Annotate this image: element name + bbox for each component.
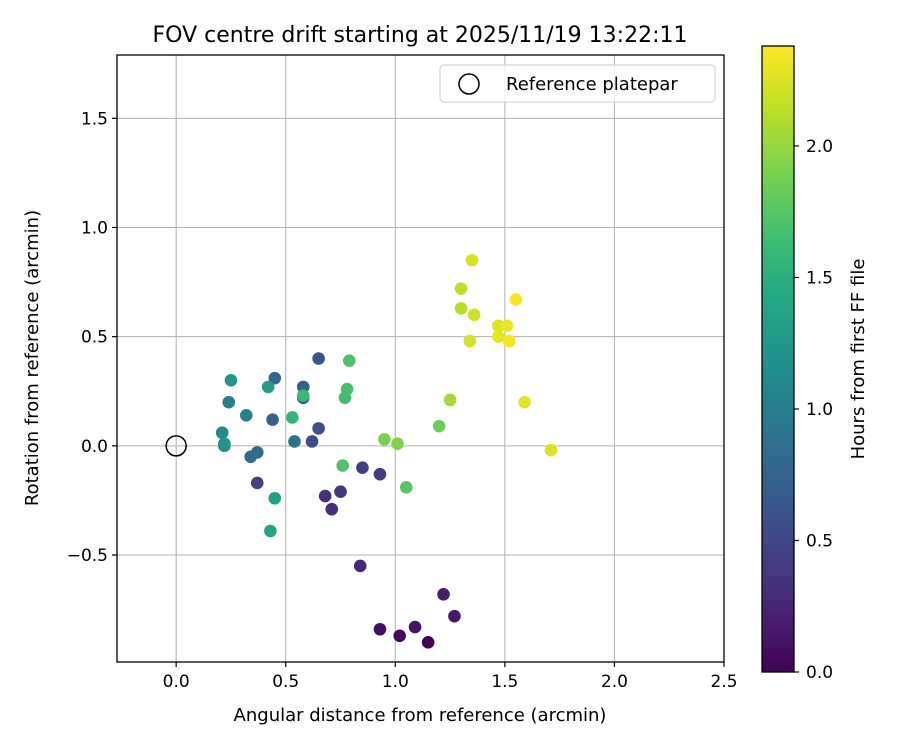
data-point	[286, 411, 299, 424]
plot-frame	[116, 54, 725, 663]
data-point	[373, 622, 387, 636]
data-point	[432, 419, 446, 433]
data-point	[373, 467, 387, 481]
data-point	[215, 426, 229, 440]
colorbar-ticks: 0.0 0.5 1.0 1.5 2.0	[794, 137, 833, 683]
x-tick-label: 1.5	[491, 672, 518, 692]
data-point	[268, 371, 282, 385]
data-points	[165, 253, 558, 649]
data-point	[239, 408, 253, 422]
data-point	[454, 282, 468, 295]
data-point	[261, 380, 275, 394]
x-axis-label: Angular distance from reference (arcmin)	[234, 705, 607, 726]
data-point	[218, 437, 231, 450]
data-point	[224, 374, 238, 387]
data-point	[288, 435, 301, 448]
data-point	[296, 389, 310, 402]
colorbar-tick-label: 2.0	[806, 137, 833, 157]
data-point	[448, 609, 461, 623]
data-point	[454, 301, 468, 315]
x-tick-label: 2.0	[601, 672, 628, 692]
legend-reference-marker	[458, 73, 480, 95]
legend: Reference platepar	[439, 64, 716, 103]
data-point	[250, 476, 264, 490]
legend-label: Reference platepar	[506, 74, 678, 95]
data-point	[393, 629, 406, 643]
y-axis-label: Rotation from reference (arcmin)	[22, 210, 43, 506]
data-point	[334, 485, 347, 498]
data-point	[340, 382, 354, 396]
data-point	[312, 352, 325, 365]
colorbar: 0.0 0.5 1.0 1.5 2.0 Hours from first FF file	[761, 45, 869, 683]
data-point	[518, 395, 531, 409]
data-point	[244, 450, 257, 464]
data-point	[399, 481, 413, 494]
x-tick-label: 1.0	[382, 672, 409, 692]
y-tick-label: 0.0	[81, 437, 108, 457]
data-point	[325, 502, 339, 516]
data-point	[312, 422, 325, 435]
data-point	[491, 330, 505, 343]
x-axis-ticks: 0.0 0.5 1.0 1.5 2.0 2.5	[163, 662, 738, 692]
data-point	[268, 491, 282, 505]
data-point	[509, 293, 523, 306]
colorbar-label: Hours from first FF file	[848, 259, 869, 460]
data-point	[437, 588, 450, 601]
colorbar-tick-label: 1.0	[806, 400, 833, 420]
y-tick-label: 1.5	[81, 109, 108, 129]
data-point	[264, 524, 277, 538]
colorbar-tick-label: 1.5	[806, 268, 833, 288]
y-axis-ticks: −0.5 0.0 0.5 1.0 1.5	[67, 109, 117, 566]
data-point	[408, 620, 422, 634]
data-point	[463, 334, 477, 348]
data-point	[222, 395, 236, 409]
y-tick-label: 1.0	[81, 218, 108, 238]
x-tick-label: 0.0	[163, 672, 190, 692]
data-point	[500, 319, 514, 333]
data-point	[342, 354, 356, 367]
data-point	[443, 393, 457, 407]
y-tick-label: 0.5	[81, 328, 108, 348]
data-point	[467, 308, 481, 322]
data-point	[378, 432, 391, 446]
data-point	[491, 319, 505, 333]
data-point	[296, 380, 310, 394]
data-point	[305, 435, 319, 448]
x-tick-label: 2.5	[710, 672, 737, 692]
data-point	[421, 636, 435, 649]
grid	[117, 55, 725, 662]
data-point	[502, 334, 516, 348]
data-point	[465, 253, 479, 267]
data-point	[318, 489, 332, 503]
legend-box	[439, 64, 716, 103]
data-point	[336, 459, 350, 472]
x-tick-label: 0.5	[272, 672, 299, 692]
colorbar-tick-label: 0.0	[806, 663, 833, 683]
colorbar-tick-label: 0.5	[806, 531, 833, 551]
data-point	[266, 413, 279, 426]
colorbar-bar	[761, 45, 795, 673]
data-point	[353, 559, 367, 573]
chart-title: FOV centre drift starting at 2025/11/19 …	[153, 23, 688, 48]
data-point	[544, 443, 558, 457]
data-point	[356, 461, 369, 474]
data-point	[391, 437, 404, 450]
y-tick-label: −0.5	[67, 546, 108, 566]
reference-platepar-marker	[165, 435, 187, 457]
